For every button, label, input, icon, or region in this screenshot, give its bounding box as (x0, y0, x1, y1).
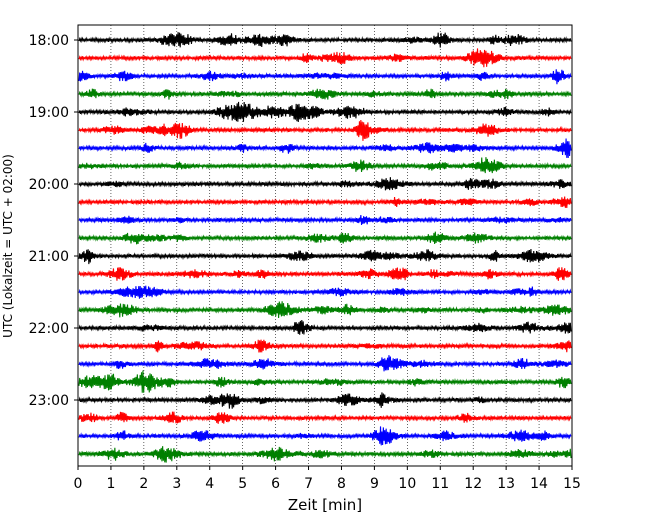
seismogram-trace (78, 101, 572, 122)
x-tick-label: 2 (139, 476, 148, 492)
y-tick-label: 22:00 (29, 321, 69, 337)
seismogram-trace (78, 301, 572, 319)
x-tick-label: 14 (530, 476, 548, 492)
seismogram-trace (78, 88, 572, 100)
seismogram-trace (78, 285, 572, 299)
y-tick-label: 19:00 (29, 105, 69, 121)
seismogram-trace (78, 138, 572, 159)
seismogram-trace (78, 196, 572, 209)
y-axis-ticks: 18:00 19:00 20:00 21:00 22:00 23:00 (29, 33, 78, 409)
x-tick-label: 7 (304, 476, 313, 492)
x-tick-label: 11 (431, 476, 449, 492)
x-tick-label: 12 (464, 476, 482, 492)
seismogram-trace (78, 48, 572, 68)
seismogram-trace (78, 215, 572, 225)
seismogram-trace (78, 339, 572, 353)
y-tick-label: 18:00 (29, 33, 69, 49)
trace-group (78, 32, 572, 463)
x-axis-ticks: 0 1 2 3 4 5 6 7 8 9 10 11 12 13 14 15 (74, 466, 581, 492)
x-axis-label: Zeit [min] (288, 496, 362, 514)
seismogram-trace (78, 120, 572, 141)
seismogram-trace (78, 320, 572, 335)
seismogram-trace (78, 157, 572, 174)
seismogram-trace (78, 426, 572, 446)
x-tick-label: 0 (74, 476, 83, 492)
seismogram-trace (78, 370, 572, 393)
seismogram-trace (78, 32, 572, 48)
y-axis-label: UTC (Lokalzeit = UTC + 02:00) (1, 154, 15, 338)
seismogram-trace (78, 69, 572, 85)
x-tick-label: 10 (398, 476, 416, 492)
seismogram-trace (78, 231, 572, 245)
y-tick-label: 23:00 (29, 393, 69, 409)
seismogram-trace (78, 392, 572, 409)
seismogram-trace (78, 177, 572, 191)
x-tick-label: 13 (497, 476, 515, 492)
seismogram-trace (78, 411, 572, 424)
x-tick-label: 5 (238, 476, 247, 492)
x-tick-label: 15 (563, 476, 581, 492)
x-tick-label: 6 (271, 476, 280, 492)
seismogram-trace (78, 267, 572, 281)
x-tick-label: 1 (106, 476, 115, 492)
x-tick-label: 3 (172, 476, 181, 492)
plot-frame (77, 24, 573, 467)
x-tick-label: 9 (370, 476, 379, 492)
seismogram-trace (78, 355, 572, 372)
x-tick-label: 8 (337, 476, 346, 492)
seismogram-trace (78, 249, 572, 265)
seismogram-trace (78, 446, 572, 463)
x-tick-label: 4 (205, 476, 214, 492)
y-tick-label: 21:00 (29, 249, 69, 265)
y-tick-label: 20:00 (29, 177, 69, 193)
